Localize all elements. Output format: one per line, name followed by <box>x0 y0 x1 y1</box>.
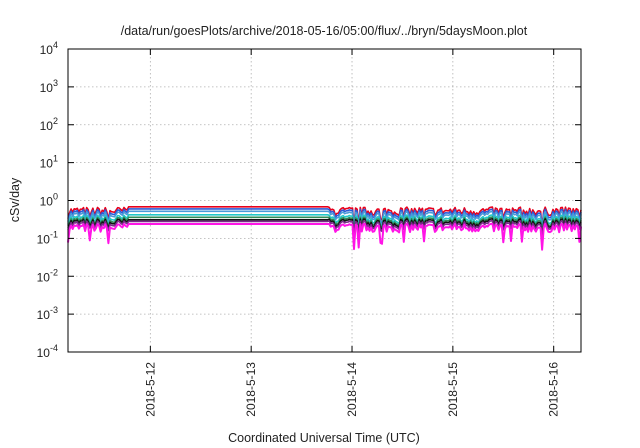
x-tick-label: 2018-5-13 <box>244 362 258 417</box>
series-line-3 <box>67 210 582 232</box>
series-line-4 <box>67 214 582 234</box>
series-line-7 <box>67 219 582 238</box>
y-tick-label: 101 <box>40 154 58 171</box>
x-tick-label: 2018-5-12 <box>143 362 157 417</box>
series-line-1 <box>67 206 582 227</box>
x-tick-label: 2018-5-16 <box>547 362 561 417</box>
chart-title: /data/run/goesPlots/archive/2018-05-16/0… <box>121 24 528 38</box>
y-tick-label: 104 <box>40 40 58 57</box>
y-tick-label: 10-3 <box>37 305 58 322</box>
x-tick-label: 2018-5-15 <box>446 362 460 417</box>
y-tick-label: 10-2 <box>37 267 58 284</box>
grid-lines <box>68 49 581 352</box>
series-line-2 <box>67 208 582 230</box>
y-tick-label: 102 <box>40 116 58 133</box>
series-line-5 <box>67 216 582 235</box>
y-tick-label: 103 <box>40 78 58 95</box>
y-axis-label: cSv/day <box>8 177 22 222</box>
y-axis: 10-4 10-3 10-2 10-1 100 101 102 103 104 <box>37 40 581 360</box>
series-line-8 <box>67 222 582 251</box>
x-tick-label: 2018-5-14 <box>345 362 359 417</box>
x-axis: 2018-5-12 2018-5-13 2018-5-14 2018-5-15 2018… <box>143 49 561 417</box>
y-tick-label: 10-4 <box>37 343 58 360</box>
y-tick-label: 100 <box>40 192 58 209</box>
series-line-6 <box>67 218 582 236</box>
y-tick-label: 10-1 <box>37 229 58 246</box>
x-axis-label: Coordinated Universal Time (UTC) <box>228 431 420 445</box>
series-layer <box>67 206 582 251</box>
